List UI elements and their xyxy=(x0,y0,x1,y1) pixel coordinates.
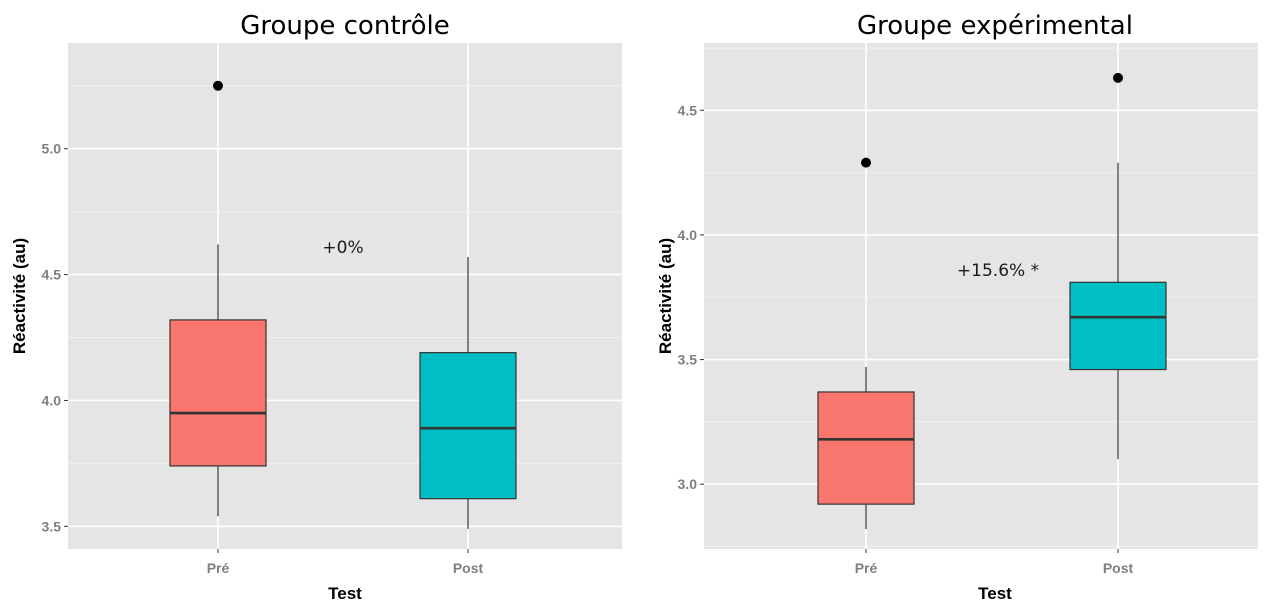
y-tick-label: 5.0 xyxy=(42,141,62,157)
y-axis-title-experimental: Réactivité (au) xyxy=(656,238,675,354)
x-axis-title-control: Test xyxy=(328,584,362,603)
y-tick-label: 3.5 xyxy=(42,518,62,534)
panel-experimental: 3.0 3.5 4.0 4.5 Pré Post Groupe expérimental… xyxy=(656,11,1258,603)
outlier-point xyxy=(861,157,871,168)
y-ticks-control: 3.5 4.0 4.5 5.0 xyxy=(42,141,68,534)
box-pre xyxy=(817,157,915,530)
panel-control: 3.5 4.0 4.5 5.0 Pré Post Groupe contrôle Tes… xyxy=(10,11,622,603)
y-tick-label: 4.5 xyxy=(678,102,698,118)
y-axis-title-control: Réactivité (au) xyxy=(10,238,29,354)
annotation-control: +0% xyxy=(322,238,363,258)
outlier-point xyxy=(1113,72,1123,83)
plot-background-experimental xyxy=(704,43,1258,549)
y-ticks-experimental: 3.0 3.5 4.0 4.5 xyxy=(678,102,704,492)
boxes-experimental xyxy=(817,72,1167,530)
y-tick-label: 3.0 xyxy=(678,476,698,492)
x-ticks-control: Pré Post xyxy=(207,549,484,576)
plot-background-control xyxy=(68,43,622,549)
boxes-control xyxy=(169,80,517,529)
outlier-point xyxy=(213,80,223,91)
x-tick-label: Pré xyxy=(207,560,230,576)
box-post xyxy=(1069,72,1167,460)
y-tick-label: 4.5 xyxy=(42,267,62,283)
iqr-box xyxy=(169,319,267,467)
x-tick-label: Pré xyxy=(855,560,878,576)
y-tick-label: 4.0 xyxy=(678,227,698,243)
x-ticks-experimental: Pré Post xyxy=(855,549,1134,576)
chart-title-experimental: Groupe expérimental xyxy=(857,11,1133,41)
box-pre xyxy=(169,80,267,517)
iqr-box xyxy=(1069,281,1167,371)
iqr-box xyxy=(817,391,915,505)
box-post xyxy=(419,256,517,529)
x-axis-title-experimental: Test xyxy=(978,584,1012,603)
iqr-box xyxy=(419,352,517,500)
annotation-experimental: +15.6% * xyxy=(957,261,1039,281)
y-tick-label: 4.0 xyxy=(42,392,62,408)
x-tick-label: Post xyxy=(1103,560,1134,576)
x-tick-label: Post xyxy=(453,560,484,576)
y-tick-label: 3.5 xyxy=(678,352,698,368)
chart-title-control: Groupe contrôle xyxy=(240,11,450,41)
